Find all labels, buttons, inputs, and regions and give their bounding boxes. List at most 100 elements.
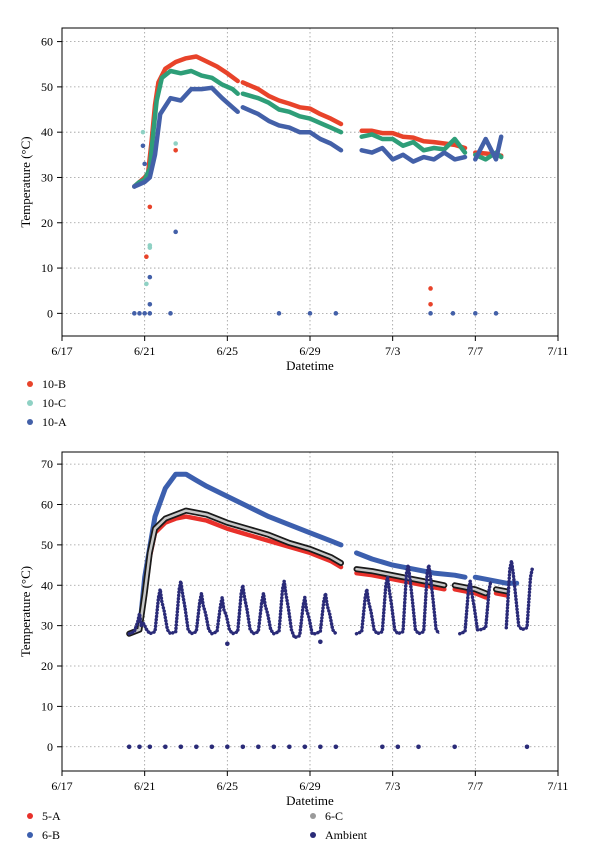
- series-line: [452, 587, 488, 600]
- legend-label: 5-A: [42, 809, 61, 823]
- y-tick-label: 30: [41, 170, 53, 184]
- legend-label: 10-B: [42, 377, 66, 391]
- plot-frame: [61, 27, 559, 337]
- series-line: [473, 134, 504, 162]
- series-line-core: [505, 560, 533, 631]
- series-line-core: [128, 580, 337, 639]
- series-line-core: [459, 580, 492, 635]
- series-6-c: [126, 507, 510, 637]
- data-point: [493, 311, 499, 316]
- x-tick-label: 6/29: [299, 344, 320, 358]
- data-point: [287, 744, 292, 750]
- data-point: [225, 641, 230, 647]
- data-point: [132, 311, 137, 316]
- data-point: [173, 141, 178, 146]
- chart-bottom: 6/17 6/21 6/25 6/29 7/3 7/7 7/11 0 10 20 30 40 50 60 7…: [18, 451, 569, 842]
- legend-label: 6-B: [42, 828, 60, 842]
- x-tick-label: 7/7: [468, 344, 483, 358]
- series-line: [354, 570, 447, 592]
- y-tick-label: 50: [41, 538, 53, 552]
- data-point: [380, 744, 385, 750]
- data-point: [147, 274, 153, 280]
- data-point: [147, 744, 153, 750]
- legend-marker: [27, 832, 33, 838]
- x-tick-label: 6/21: [134, 344, 155, 358]
- y-tick-label: 0: [47, 740, 53, 754]
- series-line: [127, 509, 343, 635]
- data-point: [450, 311, 456, 316]
- legend-marker: [27, 400, 33, 406]
- data-point: [428, 311, 433, 316]
- series-line: [240, 91, 344, 135]
- series-line: [472, 574, 520, 586]
- legend-label: Ambient: [325, 828, 368, 842]
- data-point: [147, 204, 153, 210]
- chart-top: 6/17 6/21 6/25 6/29 7/3 7/7 7/11 0 10 20 30 40 50 60 D…: [18, 27, 569, 429]
- data-point: [144, 281, 149, 287]
- data-point: [318, 744, 323, 750]
- data-point: [524, 744, 530, 750]
- data-point: [240, 744, 246, 750]
- data-point: [209, 744, 215, 750]
- x-tick-label: 7/11: [548, 344, 569, 358]
- data-point: [137, 744, 142, 750]
- series-line: [132, 68, 240, 189]
- data-point: [173, 147, 178, 153]
- series-line: [240, 105, 344, 153]
- data-point: [416, 744, 421, 750]
- data-point: [147, 311, 153, 316]
- x-tick-label: 7/7: [468, 779, 483, 793]
- y-tick-label: 60: [41, 35, 53, 49]
- data-point: [142, 161, 147, 167]
- series-line: [493, 591, 509, 598]
- series-line: [240, 80, 344, 127]
- data-point: [178, 744, 184, 750]
- y-tick-label: 30: [41, 619, 53, 633]
- y-tick-label: 10: [41, 699, 53, 713]
- data-point: [428, 286, 433, 291]
- data-point: [140, 129, 146, 135]
- data-point: [428, 301, 433, 307]
- data-point: [302, 744, 308, 750]
- x-tick-label: 7/11: [548, 779, 569, 793]
- series-line-core: [356, 564, 440, 635]
- legend-marker: [27, 813, 33, 819]
- series-ambient: [126, 559, 534, 750]
- data-point: [276, 311, 282, 316]
- data-point: [225, 744, 230, 750]
- series-line: [354, 550, 468, 580]
- legend-label: 10-A: [42, 415, 67, 429]
- y-tick-label: 40: [41, 125, 53, 139]
- data-point: [144, 254, 149, 260]
- data-point: [137, 311, 142, 316]
- data-point: [452, 744, 457, 750]
- data-point: [473, 311, 478, 316]
- series-line: [359, 132, 468, 155]
- legend-marker: [27, 419, 33, 425]
- x-tick-label: 6/25: [217, 779, 238, 793]
- x-tick-label: 6/17: [51, 344, 72, 358]
- y-tick-label: 0: [47, 306, 53, 320]
- x-axis-label: Datetime: [286, 793, 334, 808]
- data-point: [142, 311, 147, 316]
- data-point: [333, 311, 339, 316]
- legend-marker: [310, 832, 316, 838]
- y-axis-label: Temperature (°C): [18, 136, 33, 227]
- x-tick-label: 6/25: [217, 344, 238, 358]
- data-point: [168, 311, 173, 316]
- series-line: [359, 145, 468, 164]
- y-tick-label: 20: [41, 216, 53, 230]
- data-point: [271, 744, 277, 750]
- y-tick-label: 20: [41, 659, 53, 673]
- data-point: [140, 143, 146, 149]
- y-tick-label: 10: [41, 261, 53, 275]
- plot-frame: [61, 451, 559, 772]
- data-point: [126, 744, 132, 750]
- x-tick-label: 6/29: [299, 779, 320, 793]
- legend-marker: [27, 381, 33, 387]
- data-point: [395, 744, 401, 750]
- data-point: [307, 311, 313, 316]
- data-point: [147, 301, 153, 307]
- data-point: [163, 744, 168, 750]
- series-line: [355, 567, 446, 587]
